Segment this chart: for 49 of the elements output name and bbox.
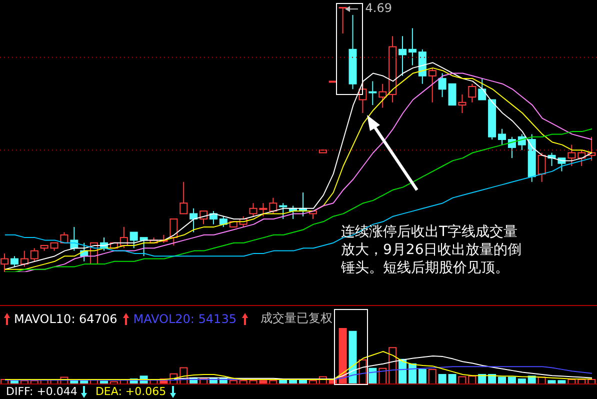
candlestick [180, 181, 188, 214]
text: 成交量已复权 [260, 310, 332, 327]
candlestick [428, 67, 436, 103]
candlestick [219, 216, 228, 228]
bar [468, 376, 476, 384]
candlestick [498, 128, 506, 146]
candlestick [378, 83, 387, 108]
bar [448, 374, 456, 384]
annotation: 4.69 [365, 1, 392, 15]
bar [338, 328, 347, 384]
candlestick [478, 78, 486, 100]
text: MAVOL20: 54135 [133, 312, 236, 326]
bar [100, 380, 108, 384]
candlestick [30, 248, 38, 262]
bar [438, 374, 446, 384]
bar [458, 376, 466, 384]
candlestick [130, 232, 138, 249]
candlestick [408, 28, 416, 66]
text: MAVOL10: 64706 [14, 312, 118, 326]
candlestick [438, 72, 446, 98]
bar [308, 380, 317, 384]
bar [239, 380, 248, 384]
candlestick [448, 83, 456, 106]
candlestick [508, 136, 516, 159]
candlestick [538, 152, 546, 182]
bar [348, 330, 357, 384]
candlestick [190, 208, 198, 233]
bar [368, 368, 377, 384]
bar [428, 368, 436, 384]
bar [229, 380, 238, 384]
text: DIFF: +0.044 [6, 385, 78, 398]
candlestick [279, 202, 288, 220]
candlestick [458, 94, 466, 114]
text: DEA: +0.065 [95, 385, 166, 398]
bar [518, 378, 526, 384]
bar [378, 368, 387, 384]
candlestick [568, 144, 576, 166]
candlestick [269, 197, 278, 214]
bar [269, 380, 278, 384]
bar [508, 376, 516, 384]
candlestick [468, 83, 476, 103]
candlestick [368, 80, 377, 106]
candlestick [398, 36, 406, 76]
bar [418, 368, 426, 384]
candlestick [418, 48, 426, 84]
bar [388, 347, 397, 384]
candlestick [170, 218, 178, 246]
candlestick [10, 256, 18, 268]
bar [498, 376, 506, 384]
